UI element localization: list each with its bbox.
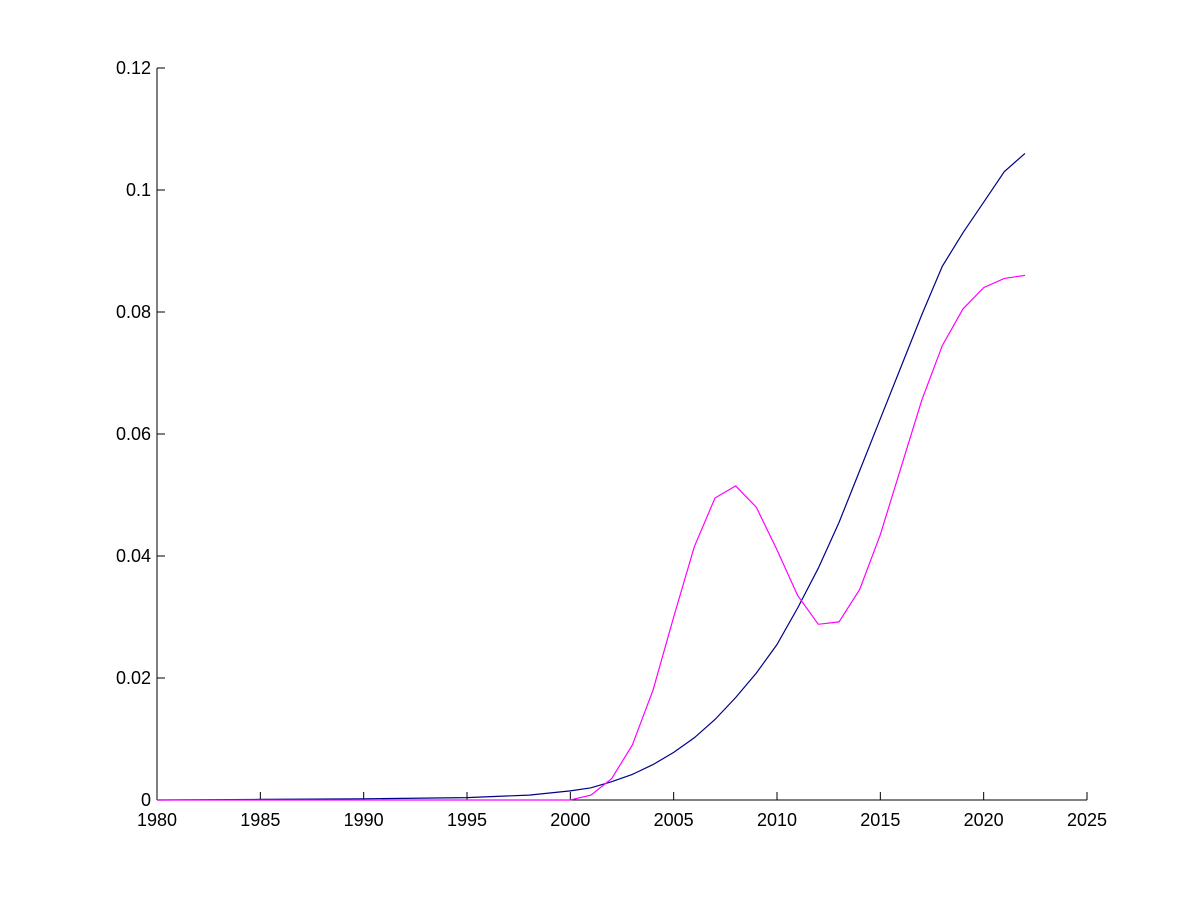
- y-tick-label: 0.12: [116, 58, 151, 78]
- axes: 1980 1985 1990 1995 2000 2005 2010 2015 2020 2025…: [116, 58, 1107, 830]
- y-tick-label: 0: [141, 790, 151, 810]
- x-tick-label: 2005: [654, 810, 694, 830]
- x-tick-label: 1985: [240, 810, 280, 830]
- x-tick-label: 2000: [550, 810, 590, 830]
- series-line-2: [157, 274, 1026, 801]
- y-tick-label: 0.1: [126, 180, 151, 200]
- y-tick-label: 0.04: [116, 546, 151, 566]
- x-tick-label: 1980: [137, 810, 177, 830]
- series-layer: [156, 152, 1026, 801]
- x-tick-label: 2020: [964, 810, 1004, 830]
- y-tick-label: 0.08: [116, 302, 151, 322]
- x-tick-label: 2010: [757, 810, 797, 830]
- x-tick-label: 1995: [447, 810, 487, 830]
- y-tick-label: 0.02: [116, 668, 151, 688]
- series-line-1: [156, 152, 1026, 801]
- x-tick-label: 1990: [344, 810, 384, 830]
- x-tick-label: 2025: [1067, 810, 1107, 830]
- y-tick-label: 0.06: [116, 424, 151, 444]
- x-tick-label: 2015: [860, 810, 900, 830]
